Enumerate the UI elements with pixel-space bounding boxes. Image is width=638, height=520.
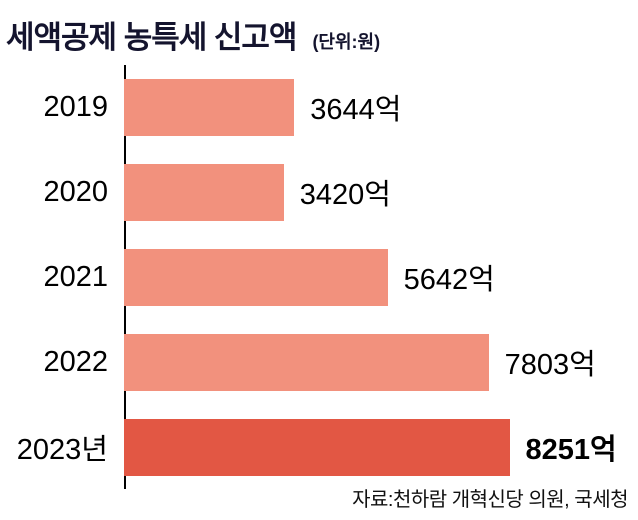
chart-row: 2019 3644억 (0, 65, 638, 149)
chart-title: 세액공제 농특세 신고액 (6, 20, 297, 55)
value-label: 5642억 (403, 264, 495, 296)
value-label: 7803억 (504, 349, 596, 381)
chart-header: 세액공제 농특세 신고액 (단위:원) (0, 0, 638, 57)
bar-track: 8251억 (124, 405, 638, 489)
unit-label: (단위:원) (312, 32, 381, 52)
bar (124, 333, 489, 391)
year-label: 2023년 (16, 434, 108, 466)
bar (124, 78, 295, 136)
chart-rows: 2019 3644억 2020 3420억 2021 5642억 2022 7803억 2023… (0, 65, 638, 489)
chart-area: 2019 3644억 2020 3420억 2021 5642억 2022 7803억 2023… (0, 65, 638, 489)
value-label: 3644억 (310, 94, 402, 126)
value-label: 8251억 (525, 434, 617, 466)
bar (124, 418, 510, 476)
source-note: 자료:천하람 개혁신당 의원, 국세청 (352, 489, 628, 511)
chart-row: 2020 3420억 (0, 150, 638, 234)
bar-track: 7803억 (124, 320, 638, 404)
chart-row: 2021 5642억 (0, 235, 638, 319)
bar-track: 3420억 (124, 150, 638, 234)
bar (124, 248, 388, 306)
bar-track: 5642억 (124, 235, 638, 319)
chart-row: 2022 7803억 (0, 320, 638, 404)
year-label: 2019 (43, 90, 108, 123)
value-label: 3420억 (299, 179, 391, 211)
year-label: 2021 (43, 260, 108, 293)
bar (124, 163, 284, 221)
year-label: 2020 (43, 175, 108, 208)
chart-row: 2023년 8251억 (0, 405, 638, 489)
year-label: 2022 (43, 345, 108, 378)
bar-track: 3644억 (124, 65, 638, 149)
